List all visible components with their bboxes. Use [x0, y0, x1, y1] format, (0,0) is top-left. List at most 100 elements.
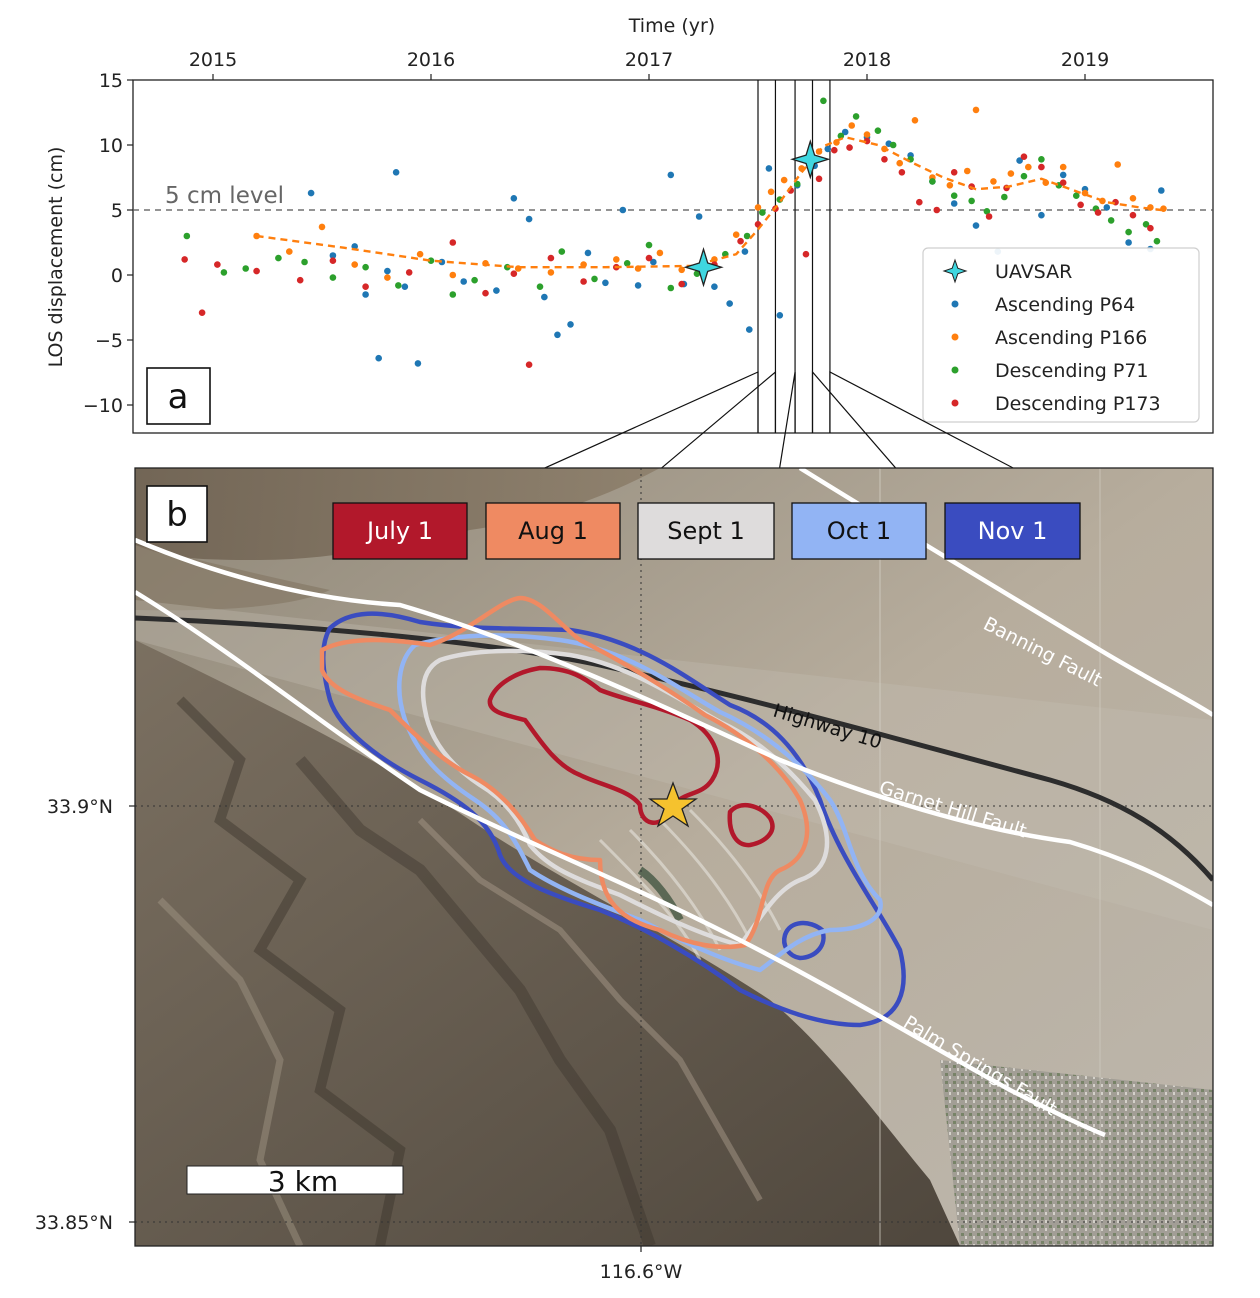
data-point	[1107, 217, 1115, 224]
data-point	[983, 208, 991, 215]
data-point	[214, 261, 221, 268]
data-point	[307, 189, 315, 197]
data-point	[824, 145, 832, 153]
data-point	[634, 282, 642, 289]
data-point	[678, 266, 685, 274]
data-point	[1077, 201, 1084, 209]
data-point	[580, 278, 587, 285]
data-point	[275, 254, 282, 262]
data-point	[863, 131, 871, 138]
data-point	[767, 188, 775, 196]
data-point	[286, 248, 293, 255]
contour-oct-1	[397, 633, 883, 973]
data-point	[645, 254, 653, 262]
panel-label-a: a	[168, 377, 189, 417]
data-point	[950, 169, 958, 176]
lat-tick-label: 33.9°N	[47, 796, 113, 818]
data-point	[1094, 209, 1102, 216]
data-point	[541, 293, 548, 301]
data-point	[874, 127, 882, 134]
data-point	[482, 289, 489, 297]
epicenter-star-icon	[647, 781, 699, 828]
data-point	[1007, 170, 1015, 177]
data-point	[1059, 171, 1067, 179]
data-point	[1129, 195, 1137, 202]
data-point	[525, 361, 533, 369]
data-point	[1042, 179, 1050, 186]
data-point	[933, 206, 941, 214]
data-point	[881, 156, 888, 163]
data-point	[695, 213, 703, 220]
data-point	[301, 258, 308, 266]
y-tick-label: 5	[111, 200, 123, 222]
date-box	[332, 502, 468, 560]
data-point	[1147, 224, 1154, 232]
data-point	[296, 276, 304, 284]
x-tick-label: 2016	[407, 49, 455, 71]
data-point	[619, 206, 627, 214]
panel-b-map: Banning Fault Highway 10 Garnet Hill Fau…	[35, 467, 1214, 1283]
data-point	[711, 283, 718, 291]
data-point	[667, 171, 675, 179]
data-point	[1020, 172, 1028, 180]
palm-springs-fault-line	[135, 590, 1106, 1138]
data-point	[745, 326, 753, 333]
data-point	[693, 270, 701, 278]
data-point	[776, 312, 784, 319]
y-axis-title: LOS displacement (cm)	[45, 147, 67, 368]
connector-line	[619, 370, 777, 504]
contour-date-legend: July 1 Aug 1 Sept 1 Oct 1 Nov 1	[332, 502, 1081, 560]
data-point	[831, 146, 838, 154]
data-point	[896, 159, 903, 167]
data-point	[1038, 163, 1045, 171]
data-point	[602, 279, 609, 287]
displacement-contours	[319, 595, 906, 1028]
data-point	[351, 261, 359, 268]
data-point	[743, 232, 751, 240]
data-point	[375, 354, 382, 362]
legend-marker	[951, 333, 959, 341]
data-point	[732, 231, 740, 238]
data-point	[613, 256, 620, 263]
data-point	[414, 360, 422, 367]
legend-marker	[951, 399, 959, 407]
scale-bar	[186, 1165, 404, 1195]
date-box-label: July 1	[365, 517, 433, 545]
data-point	[253, 267, 260, 275]
data-point	[183, 232, 191, 240]
data-point	[318, 223, 326, 231]
data-point	[395, 282, 402, 289]
data-point	[547, 269, 555, 276]
y-tick-label: 15	[99, 70, 123, 92]
y-tick-label: 0	[111, 265, 123, 287]
data-point	[968, 197, 975, 205]
data-point	[950, 192, 958, 199]
uavsar-stars	[683, 139, 831, 288]
legend-label: Ascending P64	[995, 294, 1135, 316]
data-point	[963, 167, 971, 175]
data-point	[329, 252, 337, 259]
contour-aug-1	[319, 595, 810, 950]
data-point	[427, 257, 435, 265]
y-tick-label: −10	[83, 395, 123, 417]
data-point	[950, 200, 958, 207]
data-point	[510, 195, 518, 202]
data-point	[416, 250, 424, 258]
data-point	[493, 287, 500, 294]
connector-line	[811, 370, 927, 504]
scatter-points	[181, 97, 1167, 369]
data-point	[329, 274, 337, 281]
data-point	[1142, 221, 1150, 228]
data-point	[754, 204, 762, 211]
data-point	[656, 249, 664, 257]
data-point	[1129, 211, 1137, 219]
data-point	[645, 241, 653, 249]
data-point	[802, 250, 810, 258]
data-point	[650, 258, 657, 266]
data-point	[667, 284, 675, 292]
data-point	[525, 215, 533, 223]
trend-line	[256, 135, 1162, 269]
legend-label: Ascending P166	[995, 327, 1147, 349]
data-point	[820, 97, 827, 105]
